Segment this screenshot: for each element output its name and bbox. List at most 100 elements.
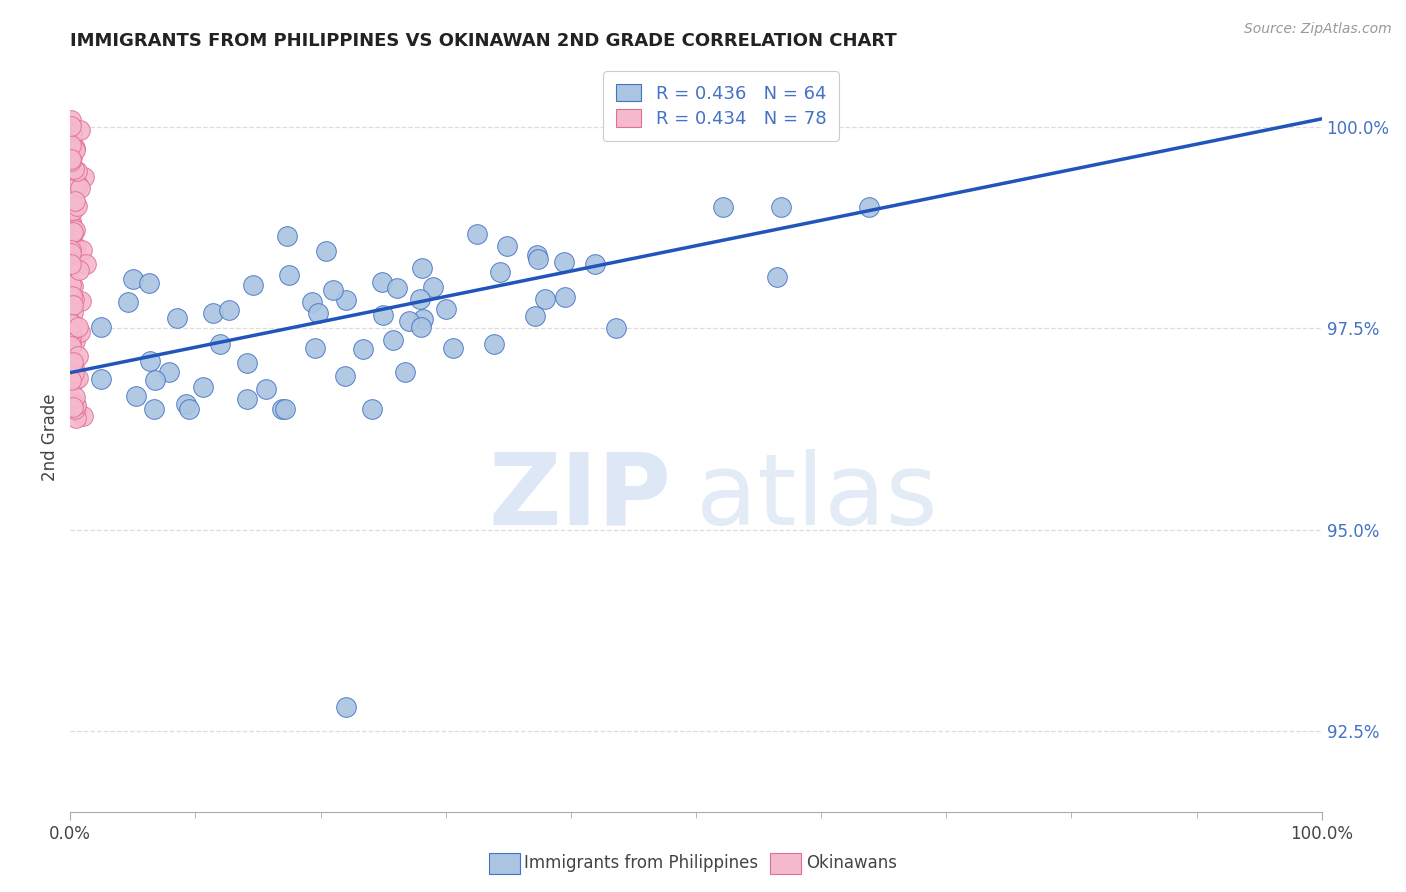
Point: [711, 201, 734, 215]
Point: [59, 192, 82, 206]
Point: [534, 292, 557, 306]
Point: [63, 143, 86, 157]
Point: [60, 219, 83, 234]
Point: [482, 336, 505, 351]
Point: [218, 303, 240, 318]
Point: [60, 324, 83, 338]
Text: Immigrants from Philippines: Immigrants from Philippines: [524, 855, 759, 872]
Point: [62, 278, 84, 293]
Point: [441, 342, 464, 356]
Point: [59, 152, 82, 166]
Point: [381, 333, 404, 347]
Point: [276, 229, 298, 244]
Point: [335, 700, 357, 714]
Point: [62, 203, 84, 218]
Text: IMMIGRANTS FROM PHILIPPINES VS OKINAWAN 2ND GRADE CORRELATION CHART: IMMIGRANTS FROM PHILIPPINES VS OKINAWAN …: [70, 32, 897, 50]
Point: [765, 269, 787, 284]
Point: [59, 153, 82, 168]
Point: [59, 249, 82, 263]
Point: [60, 289, 83, 303]
Point: [62, 401, 84, 415]
Point: [69, 263, 91, 277]
Legend: R = 0.436   N = 64, R = 0.434   N = 78: R = 0.436 N = 64, R = 0.434 N = 78: [603, 71, 839, 141]
Point: [335, 368, 357, 383]
Point: [412, 312, 434, 326]
Point: [191, 380, 214, 394]
Point: [394, 365, 416, 379]
Point: [63, 161, 86, 176]
Point: [90, 320, 112, 334]
Point: [62, 298, 84, 312]
Point: [60, 316, 83, 330]
Point: [465, 227, 488, 242]
Point: [65, 240, 87, 254]
Point: [142, 401, 165, 416]
Point: [69, 123, 91, 137]
Point: [209, 337, 232, 351]
Point: [371, 275, 394, 289]
Point: [90, 372, 112, 386]
Point: [143, 373, 166, 387]
Point: [60, 150, 83, 164]
Point: [411, 260, 433, 275]
Point: [422, 279, 444, 293]
Point: [271, 401, 294, 416]
Point: [62, 366, 84, 380]
Point: [63, 373, 86, 387]
Point: [65, 410, 87, 425]
Point: [63, 292, 86, 306]
Point: [174, 397, 197, 411]
Point: [66, 178, 89, 192]
Point: [242, 278, 264, 293]
Point: [125, 389, 148, 403]
Point: [62, 227, 84, 241]
Point: [59, 283, 82, 297]
Point: [73, 170, 96, 185]
Point: [63, 194, 86, 209]
Point: [65, 398, 87, 412]
Point: [59, 329, 82, 343]
Point: [322, 283, 344, 297]
Point: [858, 201, 880, 215]
Point: [67, 371, 90, 385]
Point: [387, 281, 409, 295]
Point: [236, 392, 259, 407]
Point: [335, 293, 357, 307]
Point: [373, 308, 395, 322]
Point: [66, 199, 89, 213]
Point: [60, 363, 83, 377]
Point: [605, 321, 627, 335]
Point: [235, 356, 257, 370]
Point: [315, 244, 337, 259]
Point: [63, 401, 86, 416]
Point: [122, 272, 145, 286]
Point: [60, 373, 83, 387]
Point: [166, 311, 188, 326]
Point: [63, 223, 86, 237]
Y-axis label: 2nd Grade: 2nd Grade: [41, 393, 59, 481]
Point: [254, 382, 277, 396]
Point: [60, 213, 83, 227]
Point: [352, 342, 374, 356]
Point: [60, 255, 83, 269]
Point: [72, 409, 94, 424]
Point: [60, 119, 83, 133]
Point: [69, 181, 91, 195]
Point: [70, 293, 93, 308]
Point: [583, 257, 606, 271]
Point: [66, 319, 89, 334]
Point: [177, 401, 200, 416]
Point: [60, 351, 83, 366]
Point: [360, 401, 382, 416]
Point: [523, 309, 546, 323]
Point: [66, 404, 89, 418]
Point: [488, 265, 510, 279]
Point: [59, 153, 82, 167]
Point: [60, 127, 83, 141]
Point: [409, 292, 432, 306]
Point: [59, 174, 82, 188]
Point: [75, 257, 97, 271]
Point: [63, 359, 86, 374]
Point: [59, 392, 82, 406]
Point: [527, 252, 550, 267]
